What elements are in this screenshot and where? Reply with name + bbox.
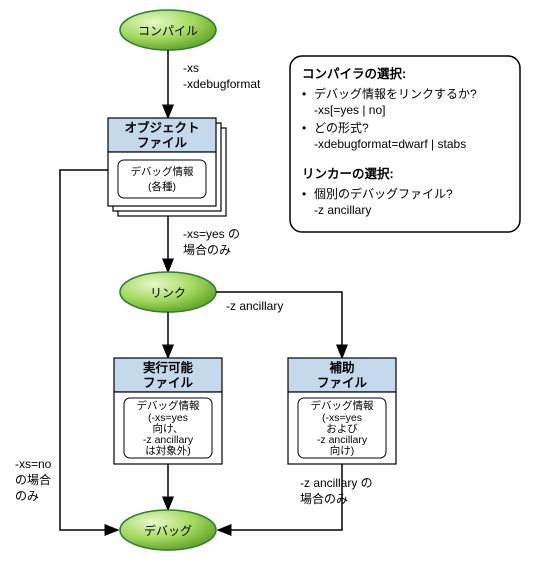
edge-object-debug <box>60 170 118 530</box>
svg-text:実行可能: 実行可能 <box>143 360 194 375</box>
svg-text:向け): 向け) <box>330 444 355 457</box>
svg-text:-z ancillary: -z ancillary <box>314 203 371 217</box>
svg-text:デバッグ情報: デバッグ情報 <box>311 399 374 412</box>
edge-label-xsno-b: の場合 <box>15 472 51 487</box>
node-link: リンク <box>120 272 216 312</box>
edge-label-xdebugformat: -xdebugformat <box>183 77 261 91</box>
node-compile: コンパイル <box>120 10 216 50</box>
edge-label-xsyes-a: -xs=yes の <box>183 227 240 241</box>
svg-text:•: • <box>302 121 306 135</box>
svg-text:デバッグ情報をリンクするか?: デバッグ情報をリンクするか? <box>314 86 477 101</box>
edge-label-xsno-a: -xs=no <box>15 457 52 471</box>
svg-text:オブジェクト: オブジェクト <box>124 120 199 135</box>
svg-text:デバッグ情報: デバッグ情報 <box>137 399 200 412</box>
edge-label-xs: -xs <box>183 61 199 75</box>
edge-label-xsyes-b: 場合のみ <box>183 242 231 257</box>
node-aux-file: 補助 ファイル デバッグ情報 (-xs=yes および -z ancillary… <box>288 358 396 464</box>
node-object-file: オブジェクト ファイル デバッグ情報 (各種) <box>108 118 226 216</box>
svg-text:-xdebugformat=dwarf | stabs: -xdebugformat=dwarf | stabs <box>314 137 466 151</box>
svg-text:は対象外): は対象外) <box>145 444 191 457</box>
svg-text:ファイル: ファイル <box>137 136 188 150</box>
svg-text:補助: 補助 <box>328 360 354 375</box>
info-box: コンパイラの選択: • デバッグ情報をリンクするか? -xs[=yes | no… <box>290 56 520 232</box>
svg-text:(各種): (各種) <box>148 180 176 193</box>
edge-label-xsno-c: のみ <box>15 489 39 503</box>
edge-label-zanc-a: -z ancillary の <box>300 476 373 490</box>
svg-text:リンカーの選択:: リンカーの選択: <box>302 166 394 181</box>
svg-text:ファイル: ファイル <box>143 376 194 390</box>
svg-text:•: • <box>302 187 306 201</box>
compile-label: コンパイル <box>138 24 198 38</box>
flowchart-diagram: コンパイル -xs -xdebugformat オブジェクト ファイル デバッグ… <box>0 0 536 564</box>
svg-text:どの形式?: どの形式? <box>314 121 369 135</box>
svg-text:-xs[=yes | no]: -xs[=yes | no] <box>314 103 385 117</box>
node-debug: デバッグ <box>120 510 216 550</box>
svg-text:デバッグ情報: デバッグ情報 <box>131 165 194 178</box>
svg-text:コンパイラの選択:: コンパイラの選択: <box>302 66 406 81</box>
link-label: リンク <box>150 286 186 300</box>
edge-label-zancillary: -z ancillary <box>226 299 283 313</box>
svg-text:個別のデバッグファイル?: 個別のデバッグファイル? <box>314 186 453 201</box>
node-exe-file: 実行可能 ファイル デバッグ情報 (-xs=yes 向け、 -z ancilla… <box>114 358 222 464</box>
svg-text:•: • <box>302 87 306 101</box>
debug-label: デバッグ <box>144 523 192 538</box>
edge-label-zanc-b: 場合のみ <box>300 491 348 506</box>
svg-text:ファイル: ファイル <box>317 376 368 390</box>
